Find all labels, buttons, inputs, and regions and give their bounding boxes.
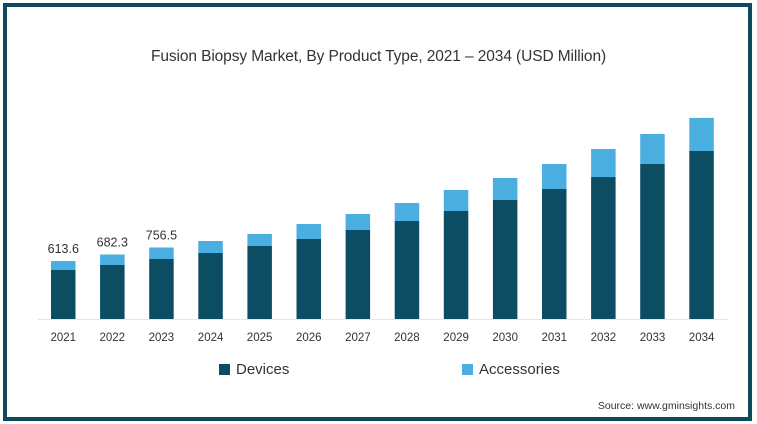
x-tick-label: 2029 (443, 332, 469, 344)
source-note: Source: www.gminsights.com (597, 400, 735, 412)
x-tick-label: 2023 (149, 332, 175, 344)
bar-devices-2026 (296, 239, 321, 319)
bar-accessories-2034 (689, 117, 714, 151)
x-tick-label: 2032 (591, 332, 617, 344)
bar-accessories-2028 (394, 203, 420, 221)
x-tick-label: 2034 (689, 332, 715, 344)
x-tick-label: 2030 (492, 332, 518, 344)
bar-devices-2029 (443, 211, 469, 319)
bar-devices-2033 (640, 164, 665, 319)
bar-accessories-2031 (542, 164, 567, 189)
legend-swatch-devices (219, 364, 230, 375)
x-tick-label: 2033 (640, 332, 666, 344)
bar-accessories-2026 (296, 224, 321, 239)
bar-accessories-2032 (591, 149, 616, 178)
bar-accessories-2029 (443, 190, 469, 211)
x-tick-label: 2026 (296, 332, 322, 344)
bar-devices-2027 (345, 230, 371, 319)
bar-devices-2032 (591, 177, 616, 319)
x-tick-label: 2031 (542, 332, 568, 344)
bar-accessories-2024 (198, 241, 223, 253)
bar-devices-2022 (100, 265, 125, 319)
data-label-2021: 613.6 (48, 242, 79, 256)
legend-swatch-accessories (462, 364, 473, 375)
legend-item-devices: Devices (219, 361, 289, 378)
legend-label-devices: Devices (236, 361, 290, 378)
bar-accessories-2023 (149, 247, 174, 259)
bar-accessories-2022 (100, 254, 125, 265)
bar-devices-2025 (247, 246, 272, 319)
bar-devices-2028 (394, 221, 420, 319)
bar-accessories-2027 (345, 214, 371, 230)
x-tick-label: 2021 (51, 332, 77, 344)
data-label-2023: 756.5 (146, 229, 177, 243)
bar-devices-2034 (689, 151, 714, 319)
bar-accessories-2025 (247, 234, 272, 246)
bar-devices-2023 (149, 259, 174, 319)
bar-devices-2031 (542, 189, 567, 319)
chart-frame (3, 3, 752, 421)
bar-accessories-2033 (640, 134, 665, 164)
x-tick-label: 2025 (247, 332, 273, 344)
bar-devices-2021 (51, 270, 76, 319)
x-tick-label: 2022 (100, 332, 126, 344)
bar-devices-2030 (492, 200, 518, 319)
x-tick-label: 2028 (394, 332, 420, 344)
bar-accessories-2030 (492, 178, 518, 200)
x-tick-label: 2027 (345, 332, 371, 344)
bar-devices-2024 (198, 253, 223, 319)
x-tick-label: 2024 (198, 332, 224, 344)
legend-label-accessories: Accessories (479, 361, 560, 378)
data-label-2022: 682.3 (97, 236, 128, 250)
bar-accessories-2021 (51, 261, 76, 270)
legend-item-accessories: Accessories (462, 361, 560, 378)
chart-title: Fusion Biopsy Market, By Product Type, 2… (150, 48, 607, 65)
